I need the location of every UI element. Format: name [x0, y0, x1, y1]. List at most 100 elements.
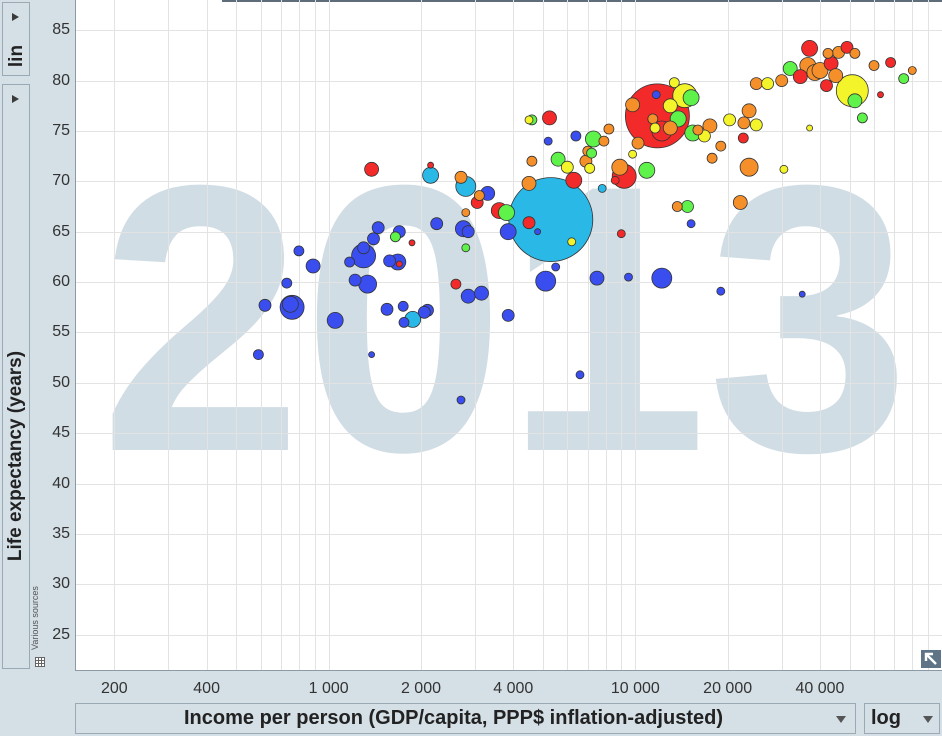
country-bubble[interactable]	[542, 110, 557, 126]
country-bubble[interactable]	[358, 274, 378, 294]
country-bubble[interactable]	[364, 161, 380, 177]
country-bubble[interactable]	[550, 151, 566, 167]
country-bubble[interactable]	[551, 262, 561, 272]
country-bubble[interactable]	[534, 228, 541, 236]
country-bubble[interactable]	[706, 152, 718, 164]
country-bubble[interactable]	[586, 147, 597, 159]
x-scale-selector[interactable]: log	[864, 703, 940, 734]
country-bubble[interactable]	[567, 237, 577, 247]
country-bubble[interactable]	[456, 395, 466, 405]
country-bubble[interactable]	[499, 223, 517, 241]
country-bubble[interactable]	[597, 183, 607, 193]
country-bubble[interactable]	[662, 98, 678, 114]
country-bubble[interactable]	[368, 351, 376, 359]
country-bubble[interactable]	[651, 267, 673, 289]
country-bubble[interactable]	[584, 162, 596, 174]
country-bubble[interactable]	[422, 166, 440, 184]
country-bubble[interactable]	[454, 170, 468, 184]
country-bubble[interactable]	[508, 177, 594, 263]
country-bubble[interactable]	[501, 308, 515, 322]
country-bubble[interactable]	[408, 239, 416, 247]
country-bubble[interactable]	[570, 130, 582, 142]
country-bubble[interactable]	[801, 40, 818, 57]
country-bubble[interactable]	[761, 77, 774, 90]
country-bubble[interactable]	[461, 225, 475, 239]
country-bubble[interactable]	[662, 120, 678, 136]
sources-link[interactable]: Various sources	[30, 586, 40, 650]
country-bubble[interactable]	[389, 231, 401, 243]
country-bubble[interactable]	[430, 217, 444, 231]
country-bubble[interactable]	[371, 221, 385, 235]
country-bubble[interactable]	[305, 258, 321, 274]
country-bubble[interactable]	[857, 112, 868, 124]
country-bubble[interactable]	[344, 256, 356, 268]
country-bubble[interactable]	[611, 158, 629, 176]
country-bubble[interactable]	[681, 200, 694, 213]
country-bubble[interactable]	[624, 272, 633, 282]
country-bubble[interactable]	[811, 62, 829, 79]
country-bubble[interactable]	[610, 175, 620, 185]
country-bubble[interactable]	[258, 298, 272, 312]
y-axis-selector[interactable]: Life expectancy (years)	[2, 84, 30, 669]
country-bubble[interactable]	[668, 77, 680, 88]
country-bubble[interactable]	[398, 316, 410, 328]
country-bubble[interactable]	[521, 175, 537, 191]
x-axis-selector[interactable]: Income per person (GDP/capita, PPP$ infl…	[75, 703, 856, 734]
country-bubble[interactable]	[281, 295, 299, 313]
country-bubble[interactable]	[649, 122, 661, 134]
country-bubble[interactable]	[367, 232, 380, 246]
country-bubble[interactable]	[749, 77, 763, 90]
country-bubble[interactable]	[682, 89, 700, 107]
country-bubble[interactable]	[252, 349, 264, 361]
country-bubble[interactable]	[828, 68, 844, 83]
country-bubble[interactable]	[737, 116, 751, 130]
country-bubble[interactable]	[782, 61, 798, 76]
country-bubble[interactable]	[686, 219, 696, 229]
country-bubble[interactable]	[739, 157, 759, 177]
table-icon[interactable]	[35, 657, 45, 667]
country-bubble[interactable]	[348, 273, 362, 287]
country-bubble[interactable]	[806, 124, 813, 132]
country-bubble[interactable]	[461, 208, 471, 218]
country-bubble[interactable]	[638, 161, 656, 179]
country-bubble[interactable]	[598, 135, 610, 147]
country-bubble[interactable]	[616, 229, 626, 239]
country-bubble[interactable]	[326, 311, 344, 329]
country-bubble[interactable]	[877, 91, 884, 99]
country-bubble[interactable]	[849, 48, 861, 59]
country-bubble[interactable]	[575, 370, 585, 380]
country-bubble[interactable]	[631, 136, 645, 150]
country-bubble[interactable]	[775, 74, 789, 87]
expand-arrow-icon[interactable]	[921, 650, 941, 668]
country-bubble[interactable]	[822, 48, 834, 59]
country-bubble[interactable]	[460, 288, 476, 304]
country-bubble[interactable]	[565, 171, 583, 189]
y-scale-toggle[interactable]: lin	[2, 2, 30, 76]
country-bubble[interactable]	[732, 195, 748, 210]
country-bubble[interactable]	[792, 69, 808, 84]
country-bubble[interactable]	[907, 66, 917, 75]
country-bubble[interactable]	[647, 113, 659, 125]
country-bubble[interactable]	[522, 216, 536, 230]
country-bubble[interactable]	[560, 160, 574, 174]
country-bubble[interactable]	[779, 164, 789, 174]
country-bubble[interactable]	[820, 79, 833, 92]
country-bubble[interactable]	[281, 277, 293, 289]
country-bubble[interactable]	[589, 270, 605, 286]
country-bubble[interactable]	[535, 270, 557, 292]
country-bubble[interactable]	[715, 140, 727, 152]
country-bubble[interactable]	[543, 136, 553, 146]
country-bubble[interactable]	[526, 155, 538, 167]
country-bubble[interactable]	[625, 97, 640, 113]
country-bubble[interactable]	[450, 278, 462, 290]
country-bubble[interactable]	[397, 300, 409, 312]
country-bubble[interactable]	[868, 60, 880, 71]
country-bubble[interactable]	[798, 290, 806, 298]
country-bubble[interactable]	[723, 113, 736, 127]
country-bubble[interactable]	[461, 243, 471, 253]
country-bubble[interactable]	[651, 90, 661, 100]
country-bubble[interactable]	[847, 93, 863, 109]
country-bubble[interactable]	[357, 241, 371, 255]
country-bubble[interactable]	[427, 161, 435, 169]
country-bubble[interactable]	[885, 57, 896, 68]
